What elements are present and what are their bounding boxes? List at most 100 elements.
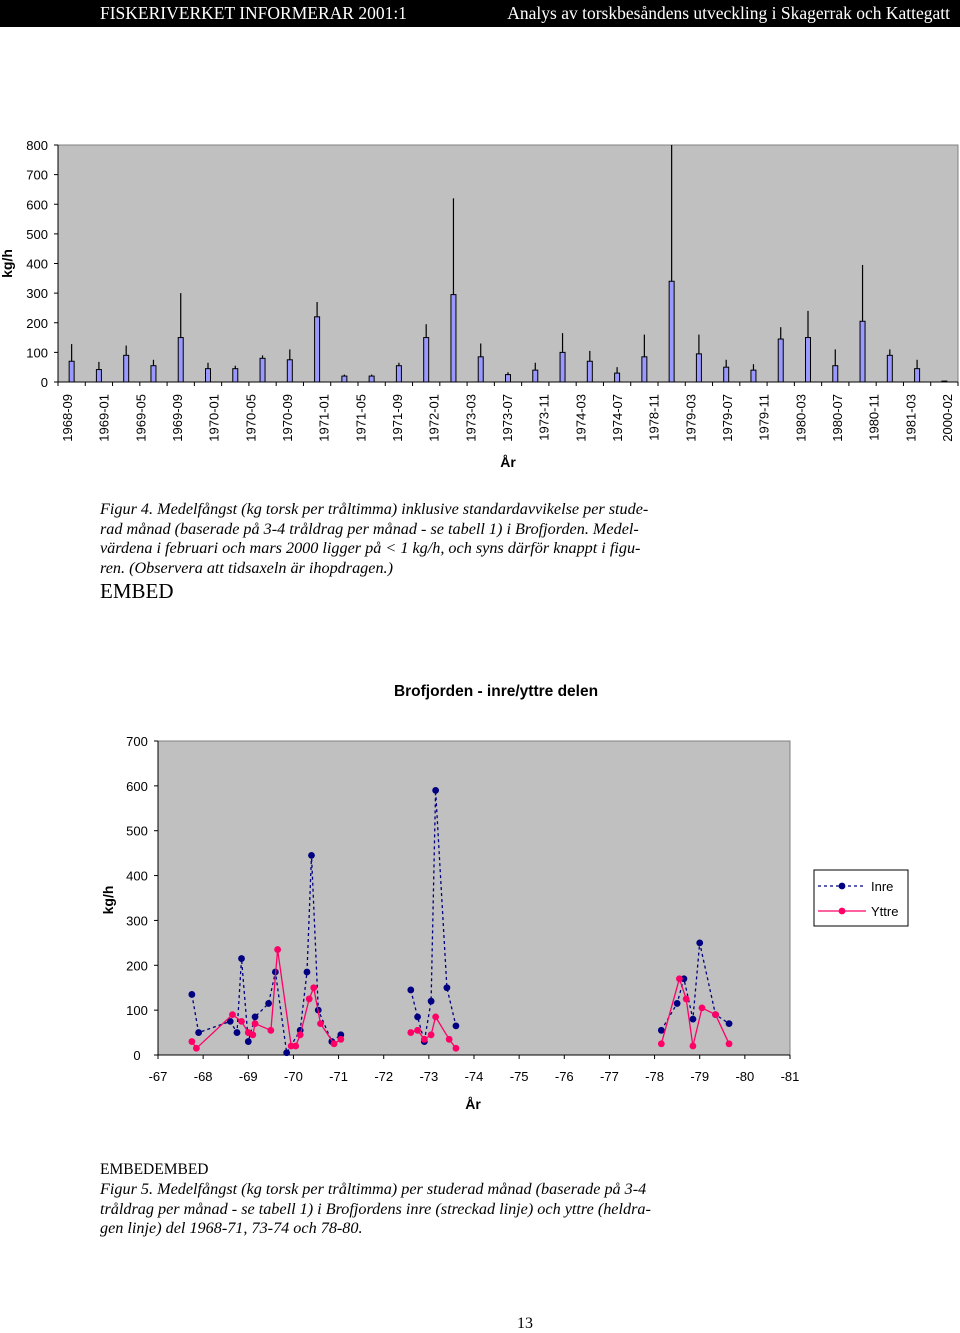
data-point-yttre (427, 1031, 435, 1039)
x-tick-label: -72 (374, 1069, 393, 1084)
y-axis-label: kg/h (0, 249, 15, 278)
x-tick-label: -79 (690, 1069, 709, 1084)
data-point-inre (308, 851, 315, 859)
data-point-yttre (698, 1004, 706, 1012)
bar (750, 369, 757, 383)
bar (532, 369, 539, 383)
bar (314, 316, 321, 383)
data-point-yttre (274, 946, 282, 953)
data-point-yttre (689, 1042, 697, 1050)
bar (505, 374, 511, 383)
x-tick-label: 1971-05 (353, 394, 368, 442)
bar (123, 354, 130, 383)
page-number: 13 (517, 1315, 533, 1332)
data-point-yttre (251, 1020, 259, 1027)
data-point-inre (427, 997, 435, 1005)
y-tick-label: 600 (126, 779, 148, 794)
x-tick-label: 1973-11 (537, 394, 552, 441)
x-tick-label: 2000-02 (940, 394, 955, 442)
bar (723, 366, 730, 383)
x-tick-label: -81 (781, 1069, 800, 1084)
figure5-caption: Figur 5. Medelfångst (kg torsk per trålt… (100, 1180, 660, 1239)
data-point-yttre (188, 1038, 196, 1045)
chapter-title: Analys av torskbesåndens utveckling i Sk… (507, 3, 950, 23)
data-point-yttre (305, 995, 313, 1003)
figure5-line-chart: Brofjorden - inre/yttre delen 0 100 200 300 4… (100, 683, 909, 1112)
y-tick-label: 300 (26, 286, 48, 301)
caption-line: gen linje) del 1968-71, 73-74 och 78-80. (100, 1219, 363, 1238)
bar (177, 337, 184, 383)
x-tick-label: 1979-07 (720, 394, 735, 442)
x-axis-label: År (500, 454, 516, 470)
figure4-bar-chart: 0 100 200 300 400 500 600 700 800 kg/h 1968-09 1969… (0, 138, 959, 470)
bar (423, 337, 430, 383)
x-tick-label: -80 (735, 1069, 754, 1084)
x-tick-label: -67 (149, 1069, 168, 1084)
y-tick-label: 100 (126, 1003, 148, 1018)
data-point-yttre (292, 1042, 300, 1050)
bar (286, 359, 293, 383)
bar (586, 360, 593, 383)
data-point-inre (283, 1049, 291, 1057)
bar (341, 375, 348, 383)
x-tick-label: -71 (329, 1069, 348, 1084)
x-tick-label: 1974-03 (573, 394, 588, 442)
x-tick-label: 1970-09 (280, 394, 295, 442)
x-tick-label: 1970-01 (207, 394, 222, 442)
x-tick-label: 1969-05 (133, 394, 148, 442)
legend-marker (838, 907, 846, 915)
data-point-yttre (712, 1011, 719, 1019)
y-tick-label: 0 (41, 375, 48, 390)
legend-label: Inre (871, 879, 893, 894)
x-tick-label: 1969-09 (170, 394, 185, 442)
bar (368, 375, 375, 383)
data-point-yttre (414, 1026, 421, 1034)
bar (205, 368, 211, 383)
y-tick-label: 500 (26, 227, 48, 242)
data-point-yttre (238, 1017, 245, 1025)
caption-line: tråldrag per månad - se tabell 1) i Brof… (100, 1199, 651, 1218)
bar (614, 372, 621, 383)
caption-line: värdena i februari och mars 2000 ligger … (100, 539, 641, 558)
y-tick-label: 400 (26, 257, 48, 272)
data-point-inre (244, 1038, 252, 1045)
bar (859, 320, 866, 383)
x-tick-label: 1972-01 (427, 394, 442, 442)
plot-area (157, 740, 791, 1056)
data-point-inre (226, 1017, 234, 1025)
y-tick-label: 200 (26, 316, 48, 331)
data-point-inre (188, 991, 196, 998)
data-point-inre (657, 1026, 665, 1034)
embed-label-2: EMBEDEMBED (100, 1161, 209, 1178)
plot-area (57, 144, 959, 383)
bar (395, 365, 402, 383)
data-point-inre (443, 984, 451, 992)
bar (668, 280, 675, 383)
x-tick-label: -74 (465, 1069, 484, 1084)
data-point-inre (452, 1022, 460, 1030)
data-point-inre (432, 786, 440, 794)
data-point-inre (233, 1029, 241, 1036)
data-point-yttre (310, 984, 318, 992)
embed-label: EMBED (100, 579, 174, 603)
x-tick-label: 1968-09 (60, 394, 75, 442)
series-line-inre (191, 855, 342, 1055)
bar (68, 360, 75, 383)
data-point-inre (407, 986, 415, 994)
x-tick-label: -76 (555, 1069, 574, 1084)
data-point-inre (696, 939, 704, 947)
x-tick-label: -75 (510, 1069, 529, 1084)
x-tick-label: 1980-11 (867, 394, 882, 441)
y-tick-label: 300 (126, 913, 148, 928)
data-point-yttre (249, 1031, 257, 1039)
x-tick-label: 1973-07 (500, 394, 515, 442)
data-point-inre (251, 1013, 259, 1021)
data-point-inre (689, 1015, 697, 1023)
bar (886, 354, 893, 383)
data-point-yttre (682, 995, 690, 1003)
x-tick-label: 1973-03 (463, 394, 478, 442)
x-tick-label: 1978-11 (647, 394, 662, 441)
y-tick-label: 500 (126, 824, 148, 839)
y-tick-label: 700 (26, 168, 48, 183)
x-tick-label: -77 (600, 1069, 619, 1084)
